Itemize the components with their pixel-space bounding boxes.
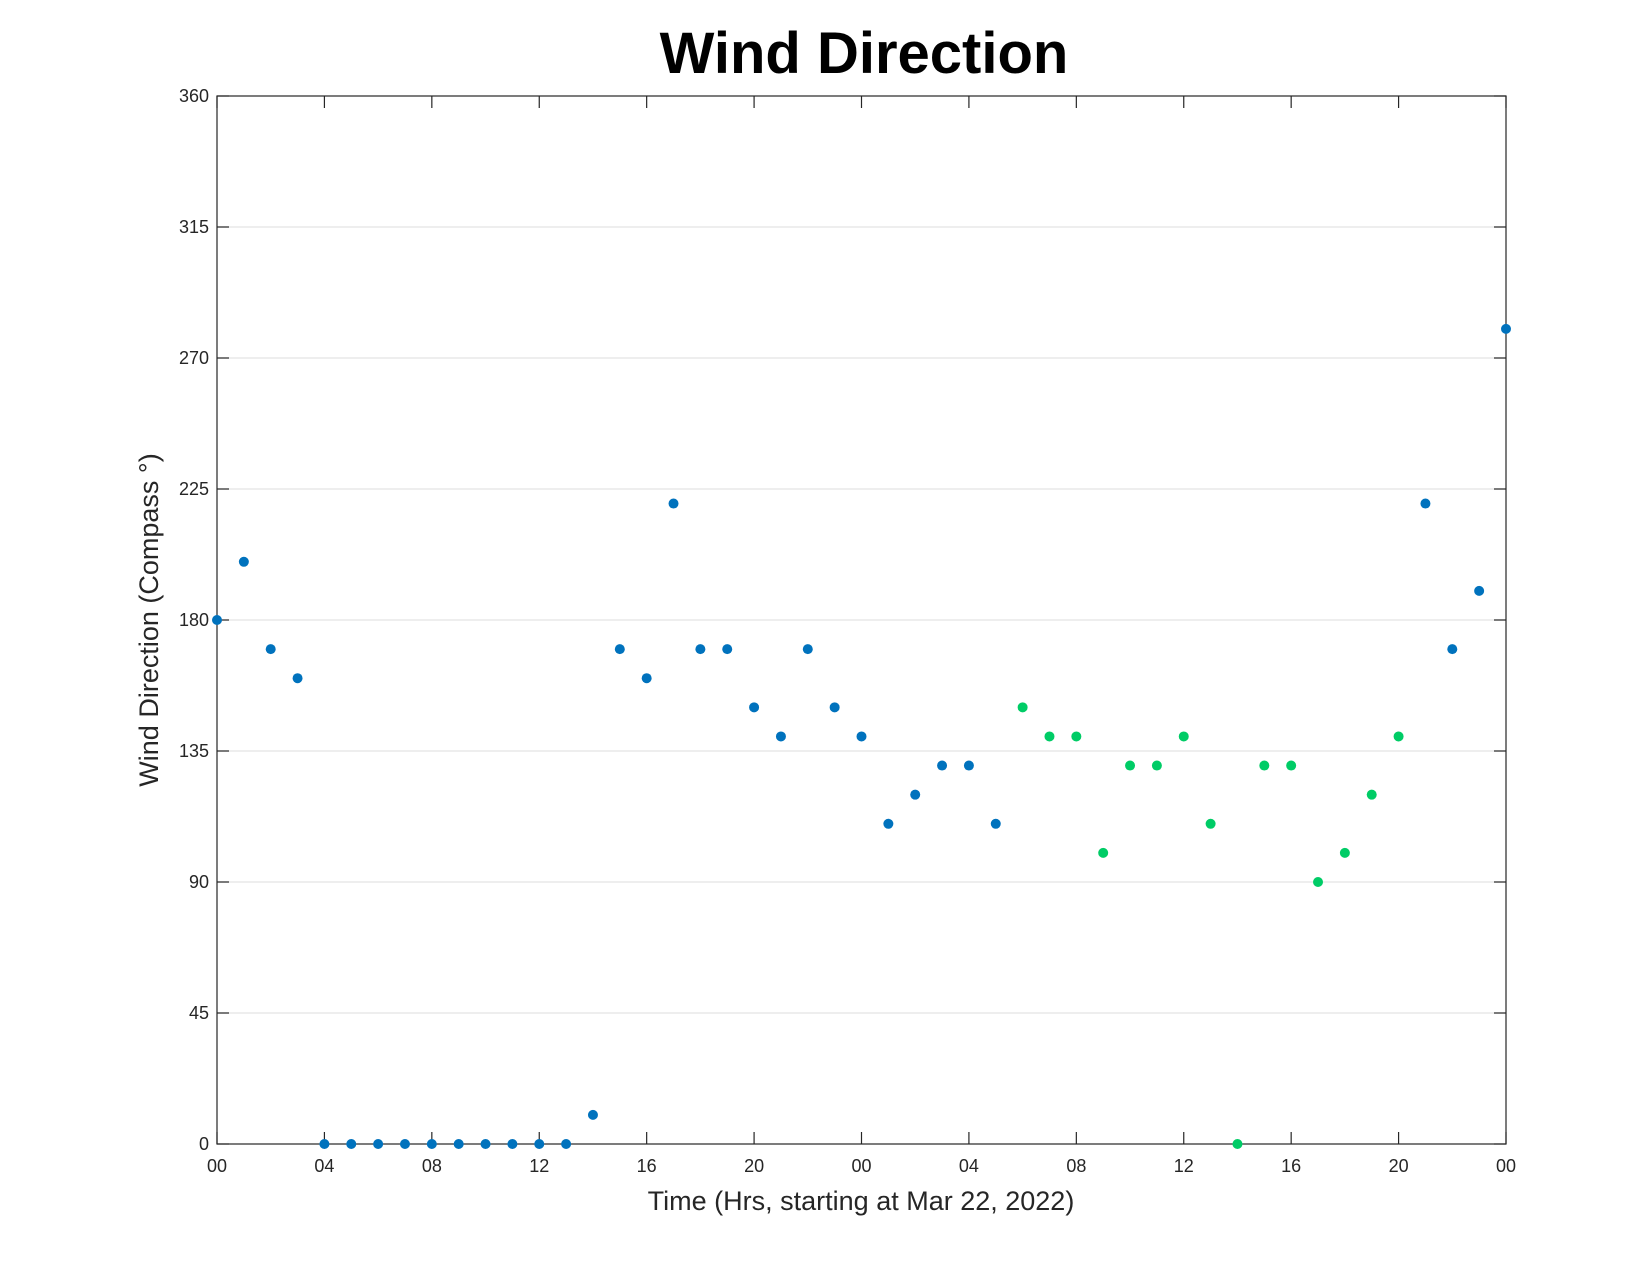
data-point [963,760,974,771]
data-point [829,702,840,713]
data-point [453,1139,464,1149]
x-tick-label: 12 [1174,1156,1194,1176]
x-tick-label: 04 [314,1156,334,1176]
data-point [1501,323,1511,334]
x-tick-label: 20 [744,1156,764,1176]
data-point [1420,498,1431,509]
x-tick-label: 00 [851,1156,871,1176]
x-axis-label: Time (Hrs, starting at Mar 22, 2022) [648,1186,1075,1216]
data-point [1098,847,1109,858]
x-tick-label: 16 [637,1156,657,1176]
data-point [883,818,894,829]
data-point [212,615,222,625]
y-tick-label: 45 [189,1003,209,1023]
y-tick-labels: 0 45 90 135 180 225 270 315 360 [179,86,209,1154]
data-point [856,731,867,742]
data-point [1232,1139,1243,1149]
data-point [910,789,921,800]
x-tick-label: 08 [422,1156,442,1176]
data-point [802,644,813,655]
data-point [426,1139,437,1149]
data-point [1259,760,1270,771]
data-point [292,673,303,684]
data-point [1339,847,1350,858]
data-point [749,702,760,713]
data-point [1286,760,1297,771]
data-point [937,760,948,771]
data-point [346,1139,357,1149]
data-point [399,1139,410,1149]
grid-lines [217,226,1506,1014]
data-point [587,1109,598,1120]
data-point [1071,731,1082,742]
data-point [1313,877,1324,887]
data-point [1151,760,1162,771]
x-tick-label: 16 [1281,1156,1301,1176]
data-point [561,1139,572,1149]
axis-ticks [216,95,1507,1145]
y-tick-label: 270 [179,348,209,368]
data-point [695,644,706,655]
data-point [668,498,679,509]
data-point [1366,789,1377,800]
data-point [238,556,249,567]
y-tick-label: 225 [179,479,209,499]
data-point [507,1139,518,1149]
y-axis-label: Wind Direction (Compass °) [134,453,164,786]
data-point [265,644,276,655]
data-point [1125,760,1136,771]
data-point [480,1139,491,1149]
data-point [1447,644,1458,655]
data-point [1393,731,1404,742]
data-point [1205,818,1216,829]
data-point [534,1139,545,1149]
data-point [373,1139,384,1149]
x-tick-labels: 00 04 08 12 16 20 00 04 08 12 16 20 00 [207,1156,1516,1176]
data-point [722,644,733,655]
data-point [641,673,652,684]
data-point [614,644,625,655]
x-tick-label: 08 [1066,1156,1086,1176]
x-tick-label: 20 [1389,1156,1409,1176]
y-tick-label: 0 [199,1134,209,1154]
y-tick-label: 315 [179,217,209,237]
data-points [212,323,1511,1149]
x-tick-label: 00 [1496,1156,1516,1176]
y-tick-label: 135 [179,741,209,761]
chart-title: Wind Direction [660,21,1069,86]
data-point [990,818,1001,829]
y-tick-label: 180 [179,610,209,630]
x-tick-label: 12 [529,1156,549,1176]
data-point [1017,702,1028,713]
data-point [1044,731,1055,742]
data-point [319,1139,330,1149]
data-point [1474,585,1485,596]
x-tick-label: 00 [207,1156,227,1176]
data-point [1178,731,1189,742]
y-tick-label: 90 [189,872,209,892]
y-tick-label: 360 [179,86,209,106]
x-tick-label: 04 [959,1156,979,1176]
data-point [775,731,786,742]
